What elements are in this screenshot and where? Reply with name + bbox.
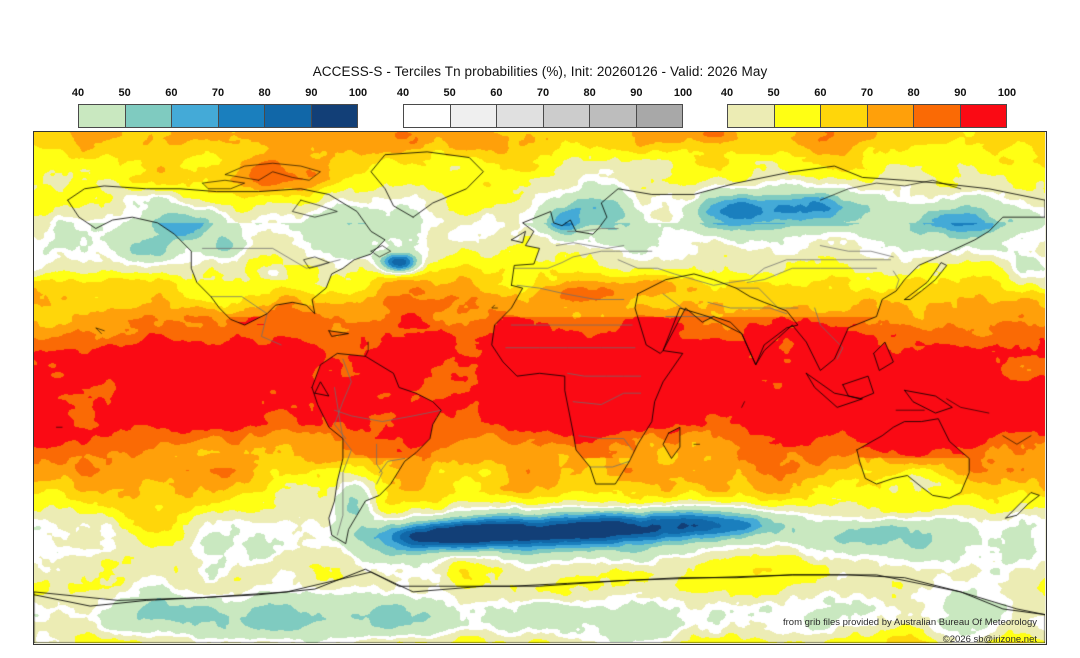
copyright-credit: ©2026 sb@irizone.net (942, 634, 1037, 645)
colorbar-tick-label: 70 (860, 87, 874, 99)
colorbar-tick-label: 90 (630, 87, 643, 99)
colorbar-near-normal: 40 50 60 70 80 90 100 (0, 87, 693, 128)
colorbar-swatch (497, 105, 544, 127)
colorbar-tick-label: 70 (211, 87, 225, 99)
world-probability-map[interactable] (33, 131, 1047, 645)
colorbar-tick-label: 60 (165, 87, 178, 99)
colorbar-tick-label: 50 (767, 87, 780, 99)
colorbar-tick-label: 80 (907, 87, 920, 99)
colorbar-swatch (404, 105, 451, 127)
colorbar-swatch (774, 105, 821, 127)
colorbar-tick-label: 90 (305, 87, 318, 99)
colorbar-tick-label: 70 (536, 87, 550, 99)
colorbar-swatch (311, 105, 357, 127)
colorbar-tick-label: 50 (443, 87, 456, 99)
colorbar-tick-label: 50 (118, 87, 131, 99)
colorbar-swatch (172, 105, 219, 127)
colorbar-tick-label: 80 (258, 87, 271, 99)
colorbar-near-normal-ticks: 40 50 60 70 80 90 100 (0, 87, 693, 102)
data-source-credit: from grib files provided by Australian B… (783, 617, 1037, 628)
colorbar-swatch (960, 105, 1006, 127)
colorbar-above-normal-ticks: 40 50 60 70 80 90 100 (0, 87, 1017, 102)
colorbar-swatch (867, 105, 914, 127)
colorbar-swatch (636, 105, 682, 127)
colorbar-tick-label: 40 (720, 87, 734, 99)
page-title: ACCESS-S - Terciles Tn probabilities (%)… (312, 64, 768, 79)
colorbar-swatch (265, 105, 312, 127)
colorbar-tick-label: 60 (490, 87, 503, 99)
colorbar-tick-label: 100 (997, 87, 1017, 99)
colorbar-above-normal: 40 50 60 70 80 90 100 (0, 87, 1017, 128)
colorbar-tick-label: 90 (954, 87, 967, 99)
colorbar-below-normal: 40 50 60 70 80 90 100 (0, 87, 367, 128)
colorbar-tick-label: 100 (348, 87, 368, 99)
colorbar-swatch (218, 105, 265, 127)
colorbar-tick-label: 40 (396, 87, 410, 99)
colorbar-tick-label: 80 (583, 87, 596, 99)
colorbar-below-normal-ticks: 40 50 60 70 80 90 100 (0, 87, 367, 102)
colorbar-swatch (590, 105, 637, 127)
colorbar-swatch (450, 105, 497, 127)
colorbar-tick-label: 60 (814, 87, 827, 99)
colorbar-above-normal-swatches (727, 104, 1007, 128)
colorbar-swatch (728, 105, 775, 127)
colorbar-tick-label: 100 (673, 87, 693, 99)
colorbar-near-normal-swatches (403, 104, 683, 128)
colorbar-swatch (543, 105, 590, 127)
colorbar-swatch (914, 105, 961, 127)
colorbar-swatch (125, 105, 172, 127)
colorbar-tick-label: 40 (71, 87, 85, 99)
colorbar-swatch (79, 105, 126, 127)
colorbar-swatch (821, 105, 868, 127)
colorbar-below-normal-swatches (78, 104, 358, 128)
map-raster (34, 132, 1045, 643)
